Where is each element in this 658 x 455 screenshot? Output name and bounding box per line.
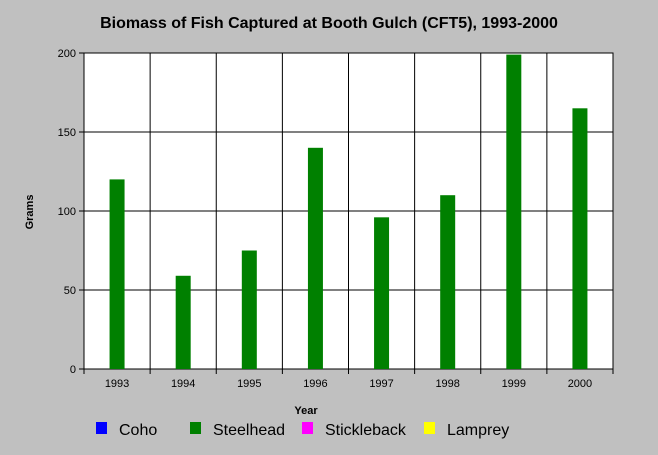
x-axis-title: Year bbox=[294, 405, 318, 417]
x-tick-label: 1999 bbox=[502, 378, 526, 390]
legend-label-lamprey: Lamprey bbox=[447, 422, 509, 439]
legend: Coho Steelhead Stickleback Lamprey bbox=[96, 422, 509, 439]
chart-title: Biomass of Fish Captured at Booth Gulch … bbox=[100, 15, 558, 32]
x-tick-label: 1998 bbox=[435, 378, 459, 390]
bar-steelhead-1999 bbox=[506, 54, 522, 370]
legend-label-steelhead: Steelhead bbox=[213, 422, 285, 439]
y-tick-label: 150 bbox=[58, 127, 76, 139]
bar-steelhead-1997 bbox=[374, 217, 390, 369]
x-tick-label: 1997 bbox=[369, 378, 393, 390]
bar-steelhead-1998 bbox=[440, 195, 456, 369]
plot-area: 0 50 100 150 200 1993 1994 1995 1996 1997 1998 1999… bbox=[58, 48, 614, 390]
legend-swatch-lamprey bbox=[424, 422, 435, 434]
legend-swatch-stickleback bbox=[302, 422, 313, 434]
legend-label-coho: Coho bbox=[119, 422, 157, 439]
bar-steelhead-1994 bbox=[175, 275, 191, 369]
legend-label-stickleback: Stickleback bbox=[325, 422, 407, 439]
x-tick-label: 1994 bbox=[171, 378, 195, 390]
x-tick-label: 2000 bbox=[568, 378, 592, 390]
x-tick-label: 1993 bbox=[105, 378, 129, 390]
legend-swatch-coho bbox=[96, 422, 107, 434]
y-axis-title: Grams bbox=[24, 195, 36, 230]
y-tick-label: 200 bbox=[58, 48, 76, 60]
y-tick-label: 0 bbox=[70, 364, 76, 376]
legend-swatch-steelhead bbox=[190, 422, 201, 434]
x-tick-label: 1995 bbox=[237, 378, 261, 390]
bar-steelhead-1995 bbox=[241, 250, 257, 369]
x-tick-label: 1996 bbox=[303, 378, 327, 390]
y-tick-label: 100 bbox=[58, 206, 76, 218]
bar-steelhead-2000 bbox=[572, 108, 588, 370]
bar-steelhead-1993 bbox=[109, 179, 125, 369]
y-tick-label: 50 bbox=[64, 285, 76, 297]
bar-steelhead-1996 bbox=[307, 147, 323, 369]
